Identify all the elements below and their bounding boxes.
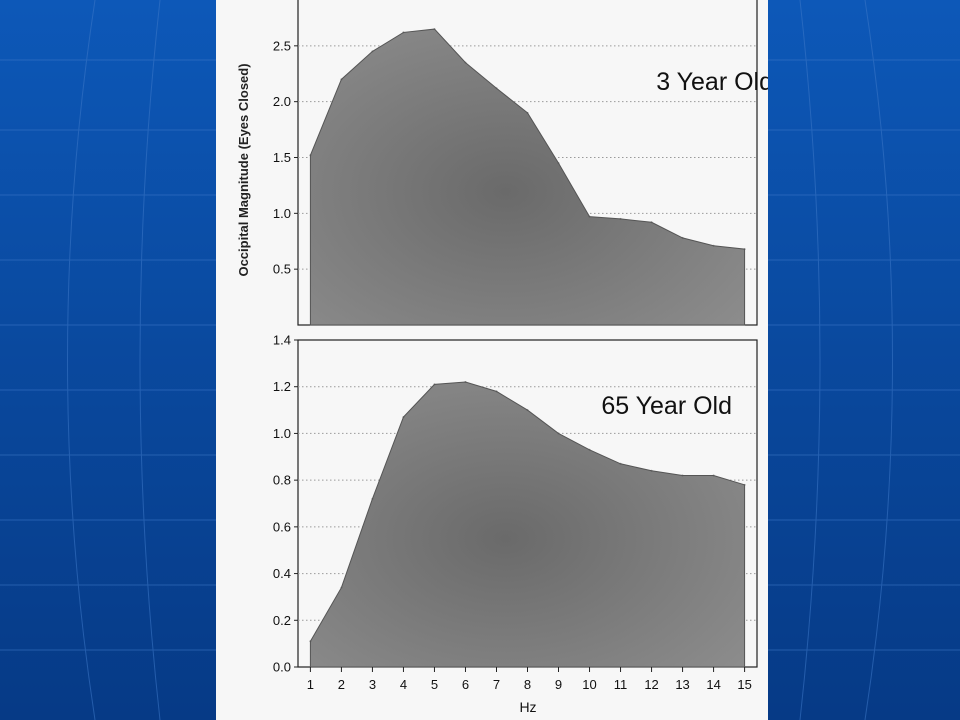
y-tick-label: 1.0	[273, 206, 291, 221]
data-point	[464, 61, 467, 64]
x-tick-label: 13	[675, 677, 689, 692]
chart-3-year-old: 0.51.01.52.02.53.0 3 Year Old	[273, 0, 768, 326]
data-point	[712, 244, 715, 247]
data-point	[588, 215, 591, 218]
x-tick-label: 3	[369, 677, 376, 692]
data-point	[402, 416, 405, 419]
data-point	[712, 474, 715, 477]
data-point	[495, 390, 498, 393]
x-axis-label: Hz	[519, 699, 536, 715]
x-tick-label: 1	[307, 677, 314, 692]
y-tick-label: 0.8	[273, 473, 291, 488]
data-points	[309, 28, 746, 251]
x-tick-label: 15	[737, 677, 751, 692]
data-point	[495, 87, 498, 90]
data-point	[526, 409, 529, 412]
data-point	[433, 383, 436, 386]
figure-panel: Occipital Magnitude (Eyes Closed) 0.5 1.0…	[216, 0, 768, 720]
data-point	[743, 483, 746, 486]
x-tick-label: 7	[493, 677, 500, 692]
data-point	[681, 236, 684, 239]
x-tick-label: 4	[400, 677, 407, 692]
data-point	[464, 381, 467, 384]
y-tick-label: 0.5	[273, 262, 291, 277]
data-point	[371, 497, 374, 500]
data-point	[650, 469, 653, 472]
y-tick-label: 1.2	[273, 379, 291, 394]
data-point	[743, 248, 746, 251]
data-point	[402, 31, 405, 34]
data-points	[309, 381, 746, 643]
data-point	[619, 462, 622, 465]
x-tick-label: 2	[338, 677, 345, 692]
data-point	[557, 432, 560, 435]
x-tick-label: 9	[555, 677, 562, 692]
area-series-65-year-old	[309, 381, 746, 668]
x-tick-label: 6	[462, 677, 469, 692]
chart-title-65-year-old: 65 Year Old	[601, 392, 732, 420]
data-point	[371, 50, 374, 53]
y-tick-label: 0.0	[273, 660, 291, 675]
y-tick-label: 2.0	[273, 94, 291, 109]
y-tick-label: 0.4	[273, 566, 291, 581]
y-tick-label: 1.5	[273, 150, 291, 165]
x-tick-label: 10	[582, 677, 596, 692]
data-point	[588, 448, 591, 451]
data-point	[557, 162, 560, 165]
x-tick-label: 5	[431, 677, 438, 692]
stacked-area-charts: Occipital Magnitude (Eyes Closed) 0.5 1.0…	[236, 0, 768, 715]
x-tick-label: 8	[524, 677, 531, 692]
y-tick-label: 1.0	[273, 426, 291, 441]
x-tick-label: 11	[614, 677, 628, 692]
chart-65-year-old: 0.00.20.40.60.81.01.21.4 1 2 3 4 5 6 7 8 9 10 11 12…	[273, 333, 758, 692]
y-axis-label: Occipital Magnitude (Eyes Closed)	[236, 63, 251, 276]
data-point	[309, 154, 312, 157]
x-tick-label: 12	[644, 677, 658, 692]
data-point	[650, 221, 653, 224]
chart-title-3-year-old: 3 Year Old	[656, 68, 768, 96]
y-tick-label: 2.5	[273, 38, 291, 53]
x-tick-label: 14	[706, 677, 720, 692]
data-point	[309, 640, 312, 643]
data-point	[340, 78, 343, 81]
data-point	[619, 217, 622, 220]
y-tick-label: 1.4	[273, 333, 291, 348]
data-point	[681, 474, 684, 477]
data-point	[526, 111, 529, 114]
area-series-3-year-old	[309, 28, 746, 326]
y-tick-label: 0.2	[273, 613, 291, 628]
data-point	[340, 586, 343, 589]
y-tick-label: 0.6	[273, 519, 291, 534]
data-point	[433, 28, 436, 31]
